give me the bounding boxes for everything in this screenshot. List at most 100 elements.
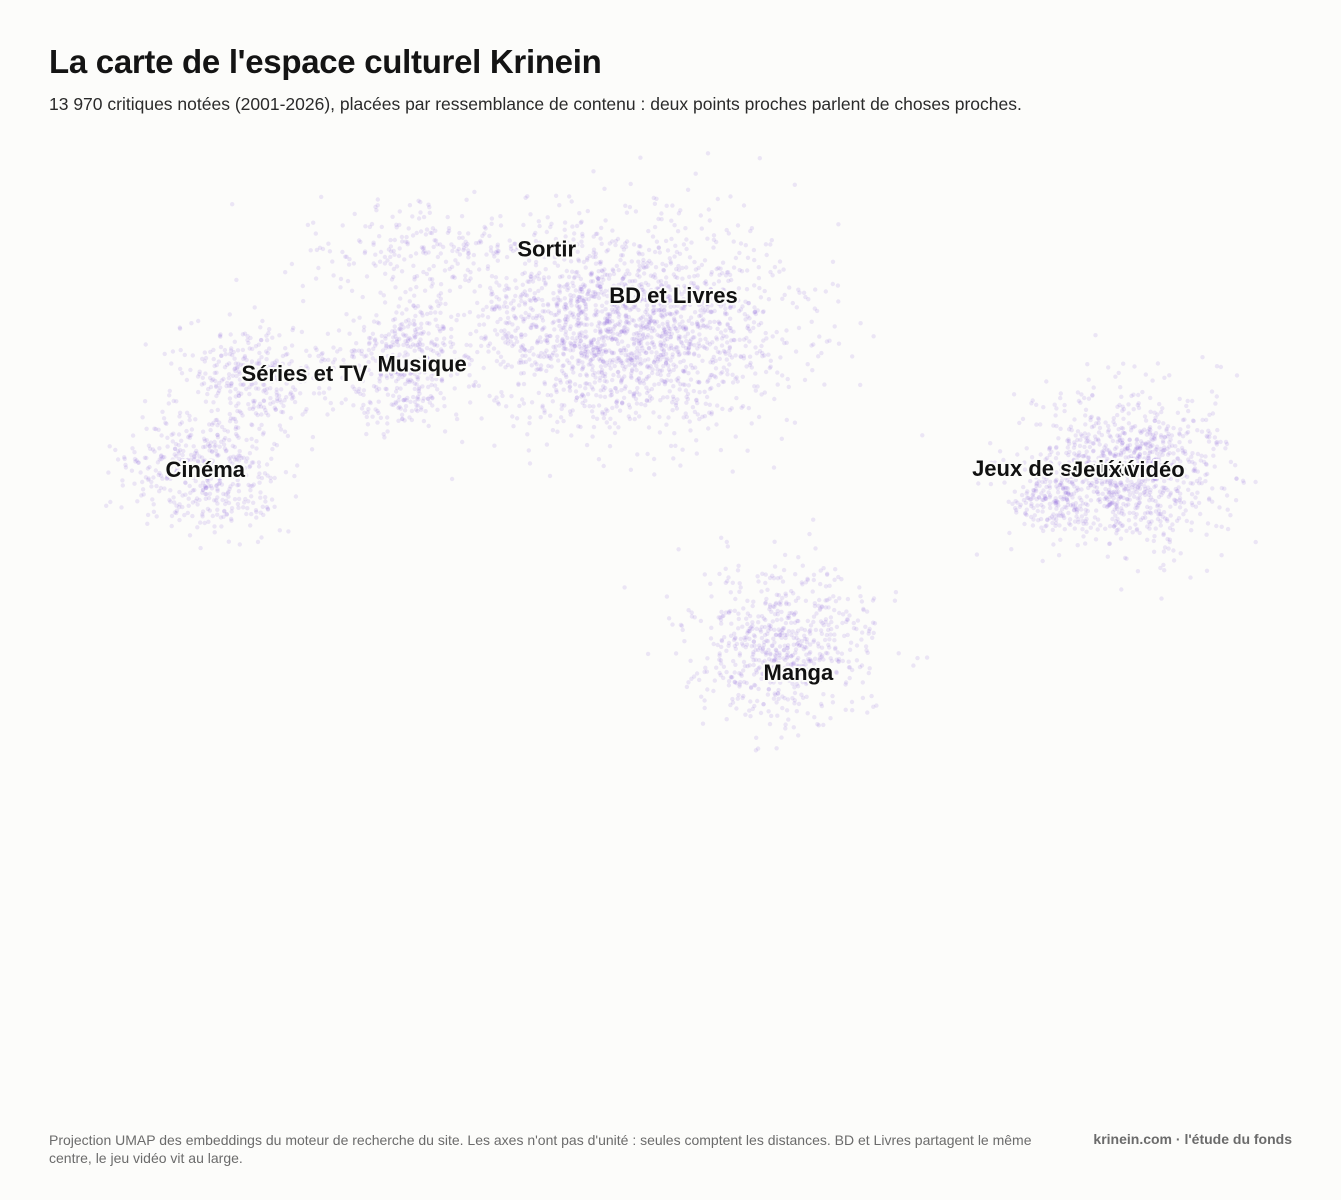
point <box>169 432 174 437</box>
point <box>558 380 563 385</box>
point <box>369 221 375 227</box>
point <box>224 448 229 453</box>
point <box>404 341 410 346</box>
point <box>247 464 252 470</box>
point <box>283 346 288 351</box>
point <box>418 365 423 371</box>
point <box>209 378 214 383</box>
point <box>457 230 462 236</box>
point <box>698 337 703 342</box>
point <box>381 293 386 298</box>
point <box>598 331 603 336</box>
point <box>195 458 201 464</box>
point <box>1083 507 1088 513</box>
point <box>395 364 400 369</box>
point <box>546 353 552 359</box>
point <box>756 686 761 692</box>
point <box>405 242 410 247</box>
point <box>294 371 299 377</box>
point <box>169 513 175 519</box>
point <box>572 274 577 280</box>
point <box>721 348 727 354</box>
point <box>666 367 672 372</box>
point <box>617 298 622 303</box>
point <box>565 335 570 341</box>
point <box>534 367 539 372</box>
point <box>519 345 525 350</box>
point <box>432 343 437 348</box>
point <box>429 339 434 344</box>
point <box>479 335 484 340</box>
point <box>576 273 581 279</box>
point <box>433 228 438 233</box>
point <box>813 287 818 292</box>
point <box>435 343 440 348</box>
point <box>521 319 526 324</box>
point <box>740 374 745 379</box>
point <box>593 254 598 260</box>
point <box>177 505 182 510</box>
point <box>650 370 655 376</box>
point <box>153 426 158 432</box>
point <box>403 239 408 244</box>
point <box>755 698 760 704</box>
point <box>749 226 755 231</box>
point <box>596 320 602 325</box>
point <box>767 575 773 581</box>
point <box>436 303 441 309</box>
point <box>207 422 212 427</box>
point <box>375 320 380 325</box>
point <box>763 580 768 586</box>
point <box>668 326 673 332</box>
point <box>270 375 276 381</box>
point <box>724 669 729 675</box>
point <box>642 271 647 276</box>
point <box>167 393 172 398</box>
point <box>911 663 916 668</box>
point <box>676 337 682 342</box>
point <box>638 294 643 299</box>
point <box>215 512 220 517</box>
point <box>190 473 195 479</box>
point <box>549 356 554 362</box>
point <box>557 318 562 324</box>
point <box>214 483 220 488</box>
point <box>576 257 581 262</box>
point <box>692 259 697 265</box>
point <box>495 250 500 256</box>
point <box>832 607 837 613</box>
point <box>368 335 373 341</box>
point <box>426 384 431 390</box>
point <box>226 489 231 494</box>
point <box>228 484 233 489</box>
point <box>745 598 750 603</box>
point <box>227 361 232 366</box>
point <box>398 371 404 377</box>
point <box>358 239 363 245</box>
point <box>188 473 193 478</box>
point <box>658 340 663 345</box>
point <box>377 259 383 264</box>
point <box>755 746 761 751</box>
point <box>694 671 700 676</box>
point <box>415 331 420 337</box>
point <box>384 387 389 392</box>
point <box>570 335 575 341</box>
point <box>611 350 617 356</box>
point <box>627 389 633 395</box>
point <box>211 400 216 405</box>
point <box>234 403 239 409</box>
point <box>1107 541 1112 547</box>
point <box>815 722 820 727</box>
point <box>402 418 407 423</box>
point <box>632 391 637 396</box>
point <box>292 473 297 479</box>
point <box>669 343 674 348</box>
point <box>612 302 618 307</box>
point <box>388 344 393 349</box>
point <box>623 384 628 389</box>
point <box>430 377 435 382</box>
point <box>412 335 417 340</box>
point <box>186 496 191 501</box>
point <box>622 282 628 287</box>
